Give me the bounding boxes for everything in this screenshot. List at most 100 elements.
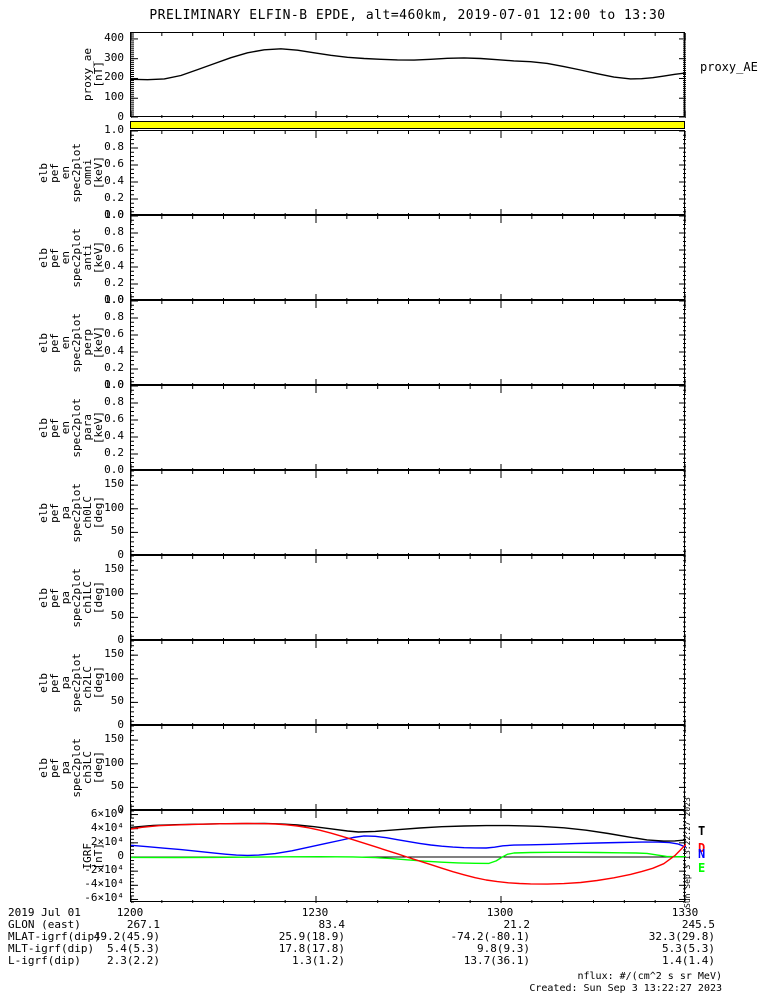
y-tick-label-elb_pef_en_spec2plot_omni: 0.8 [104,140,124,153]
ylabel-elb_pef_pa_spec2plot_ch1LC: elb pef pa spec2plot ch1LC [deg] [28,555,105,640]
row-value: 2.3(2.2) [107,954,160,967]
y-tick-label-elb_pef_en_spec2plot_perp: 0.6 [104,327,124,340]
panel-canvas-proxy_ae [131,33,686,118]
panel-canvas-elb_pef_en_spec2plot_para [131,386,686,471]
y-tick-label-proxy_ae: 300 [104,50,124,64]
row-value: 49.2(45.9) [93,930,160,943]
panel-igrf [130,810,686,903]
y-tick-label-elb_pef_pa_spec2plot_ch3LC: 100 [104,755,124,769]
ylabel-proxy_ae: proxy_ae [nT] [28,32,105,117]
y-tick-label-elb_pef_pa_spec2plot_ch0LC: 100 [104,500,124,514]
y-tick-label-elb_pef_en_spec2plot_perp: 0.2 [104,361,124,374]
y-tick-label-elb_pef_pa_spec2plot_ch0LC: 0 [117,548,124,561]
y-tick-label-elb_pef_pa_spec2plot_ch2LC: 100 [104,670,124,684]
ylabel-line: [keV] [92,325,105,360]
y-tick-label-elb_pef_en_spec2plot_anti: 0.6 [104,242,124,255]
y-tick-label-igrf: 6×10⁴ [90,806,124,820]
series-igrf-E [131,851,686,865]
panel-canvas-elb_pef_pa_spec2plot_ch3LC [131,726,686,811]
y-tick-label-proxy_ae: 100 [104,90,124,104]
ylabel-elb_pef_pa_spec2plot_ch3LC: elb pef pa spec2plot ch3LC [deg] [28,725,105,810]
ylabel-elb_pef_en_spec2plot_para: elb pef en spec2plot para [keV] [28,385,105,470]
panel-elb_pef_pa_spec2plot_ch3LC [130,725,686,811]
footer-nflux-units: nflux: #/(cm^2 s sr MeV) [577,971,723,982]
ylabel-line: [deg] [92,495,105,530]
y-tick-label-elb_pef_en_spec2plot_para: 0.0 [104,463,124,476]
row-label-3: MLT-igrf(dip) [8,942,95,955]
y-tick-label-elb_pef_pa_spec2plot_ch3LC: 150 [104,732,124,746]
row-value: 17.8(17.8) [278,942,345,955]
row-value: 1.4(1.4) [662,954,715,967]
row-label-1: GLON (east) [8,918,81,931]
panel-canvas-igrf [131,811,686,903]
y-tick-label-elb_pef_en_spec2plot_para: 0.4 [104,429,124,442]
y-tick-label-elb_pef_pa_spec2plot_ch0LC: 150 [104,477,124,491]
y-tick-label-elb_pef_en_spec2plot_perp: 0.0 [104,378,124,391]
ylabel-line: [nT] [92,842,105,870]
ylabel-line: [keV] [92,410,105,445]
igrf-legend-E: E [698,860,706,875]
y-tick-label-elb_pef_en_spec2plot_omni: 0.6 [104,157,124,170]
series-proxy_ae-proxy_AE [131,48,686,81]
ylabel-line: [nT] [92,61,105,88]
y-tick-label-elb_pef_en_spec2plot_perp: 1.0 [104,293,124,306]
y-tick-label-elb_pef_en_spec2plot_para: 0.6 [104,412,124,425]
row-value: 32.3(29.8) [648,930,715,943]
panel-canvas-elb_pef_en_spec2plot_anti [131,216,686,301]
ylabel-elb_pef_en_spec2plot_perp: elb pef en spec2plot perp [keV] [28,300,105,385]
x-tick-label: 1230 [301,906,329,919]
y-tick-label-elb_pef_en_spec2plot_para: 0.8 [104,395,124,408]
y-tick-label-igrf: 0 [117,849,124,862]
y-tick-label-elb_pef_pa_spec2plot_ch3LC: 0 [117,803,124,816]
ylabel-elb_pef_en_spec2plot_anti: elb pef en spec2plot anti [keV] [28,215,105,300]
ylabel-line: [deg] [92,665,105,700]
row-value: 5.4(5.3) [107,942,160,955]
y-tick-label-elb_pef_pa_spec2plot_ch2LC: 50 [110,694,124,708]
x-tick-label: 1200 [116,906,144,919]
igrf-legend-D: D [698,841,706,856]
ylabel-elb_pef_pa_spec2plot_ch2LC: elb pef pa spec2plot ch2LC [deg] [28,640,105,725]
ylabel-line: [keV] [92,240,105,275]
y-tick-label-elb_pef_en_spec2plot_anti: 1.0 [104,208,124,221]
ylabel-line: [deg] [92,750,105,785]
y-tick-label-proxy_ae: 200 [104,70,124,84]
x-tick-label: 1330 [671,906,699,919]
row-label-0: 2019 Jul 01 [8,906,81,919]
y-tick-label-elb_pef_pa_spec2plot_ch3LC: 50 [110,779,124,793]
y-tick-label-proxy_ae: 400 [104,30,124,44]
panel-elb_pef_pa_spec2plot_ch2LC [130,640,686,726]
panel-canvas-elb_pef_pa_spec2plot_ch1LC [131,556,686,641]
panel-elb_pef_pa_spec2plot_ch1LC [130,555,686,641]
y-tick-label-elb_pef_en_spec2plot_perp: 0.8 [104,310,124,323]
y-tick-label-elb_pef_en_spec2plot_para: 0.2 [104,446,124,459]
row-label-2: MLAT-igrf(dip) [8,930,101,943]
y-tick-label-proxy_ae: 0 [117,110,124,123]
x-tick-label: 1300 [486,906,514,919]
panel-canvas-elb_pef_pa_spec2plot_ch2LC [131,641,686,726]
row-value: 5.3(5.3) [662,942,715,955]
y-tick-label-elb_pef_en_spec2plot_omni: 0.2 [104,191,124,204]
panel-canvas-elb_pef_en_spec2plot_omni [131,131,686,216]
row-label-4: L-igrf(dip) [8,954,81,967]
side-timestamp: Sun Sep 3 13:22:27 2023 [683,797,692,908]
row-value: 9.8(9.3) [477,942,530,955]
y-tick-label-igrf: -2×10⁴ [84,863,124,877]
ylabel-elb_pef_en_spec2plot_omni: elb pef en spec2plot omni [keV] [28,130,105,215]
panel-elb_pef_en_spec2plot_omni [130,130,686,216]
panel-elb_pef_en_spec2plot_anti [130,215,686,301]
y-tick-label-elb_pef_en_spec2plot_anti: 0.8 [104,225,124,238]
series-igrf-N [131,835,686,857]
y-tick-label-elb_pef_pa_spec2plot_ch1LC: 0 [117,633,124,646]
panel-canvas-elb_pef_pa_spec2plot_ch0LC [131,471,686,556]
y-tick-label-elb_pef_pa_spec2plot_ch1LC: 50 [110,609,124,623]
y-tick-label-igrf: -6×10⁴ [84,891,124,905]
y-tick-label-elb_pef_pa_spec2plot_ch2LC: 150 [104,647,124,661]
ylabel-elb_pef_pa_spec2plot_ch0LC: elb pef pa spec2plot ch0LC [deg] [28,470,105,555]
row-value: 267.1 [126,918,160,931]
y-tick-label-elb_pef_en_spec2plot_anti: 0.0 [104,293,124,306]
y-tick-label-elb_pef_en_spec2plot_para: 1.0 [104,378,124,391]
y-tick-label-elb_pef_en_spec2plot_omni: 1.0 [104,123,124,136]
y-tick-label-elb_pef_pa_spec2plot_ch2LC: 0 [117,718,124,731]
y-tick-label-elb_pef_pa_spec2plot_ch0LC: 50 [110,524,124,538]
